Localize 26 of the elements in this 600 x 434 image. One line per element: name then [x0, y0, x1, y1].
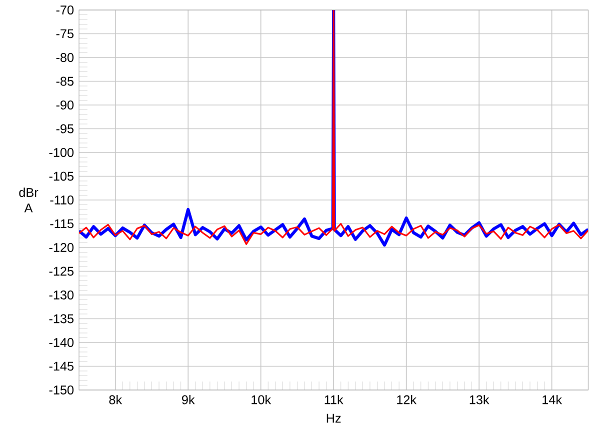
y-tick-label: -70	[56, 6, 74, 14]
x-tick-label: 8k	[109, 394, 122, 404]
y-tick-label: -85	[56, 76, 74, 86]
y-tick-label: -90	[56, 100, 74, 110]
y-tick-label: -130	[49, 290, 74, 300]
x-tick-label: 9k	[182, 394, 195, 404]
y-tick-label: -135	[49, 314, 74, 324]
x-axis-title: Hz	[326, 414, 341, 423]
y-tick-label: -120	[49, 243, 74, 252]
y-tick-label: -115	[50, 219, 74, 228]
y-tick-label: -150	[49, 386, 74, 394]
x-tick-label: 14k	[542, 394, 562, 404]
y-tick-label: -95	[56, 124, 74, 134]
x-tick-label: 10k	[252, 394, 272, 404]
x-tick-label: 12k	[397, 394, 417, 404]
y-tick-label: -145	[49, 362, 74, 371]
y-tick-label: -105	[49, 172, 74, 181]
y-tick-label: -75	[56, 29, 74, 38]
y-tick-label: -125	[49, 266, 74, 276]
x-tick-label: 13k	[470, 394, 490, 404]
x-tick-label: 11k	[324, 394, 344, 404]
y-axis-title: dBr A	[19, 188, 38, 212]
y-tick-label: -110	[50, 196, 74, 204]
y-tick-label: -140	[49, 338, 74, 347]
y-tick-label: -80	[56, 53, 74, 62]
y-tick-label: -100	[49, 148, 74, 157]
